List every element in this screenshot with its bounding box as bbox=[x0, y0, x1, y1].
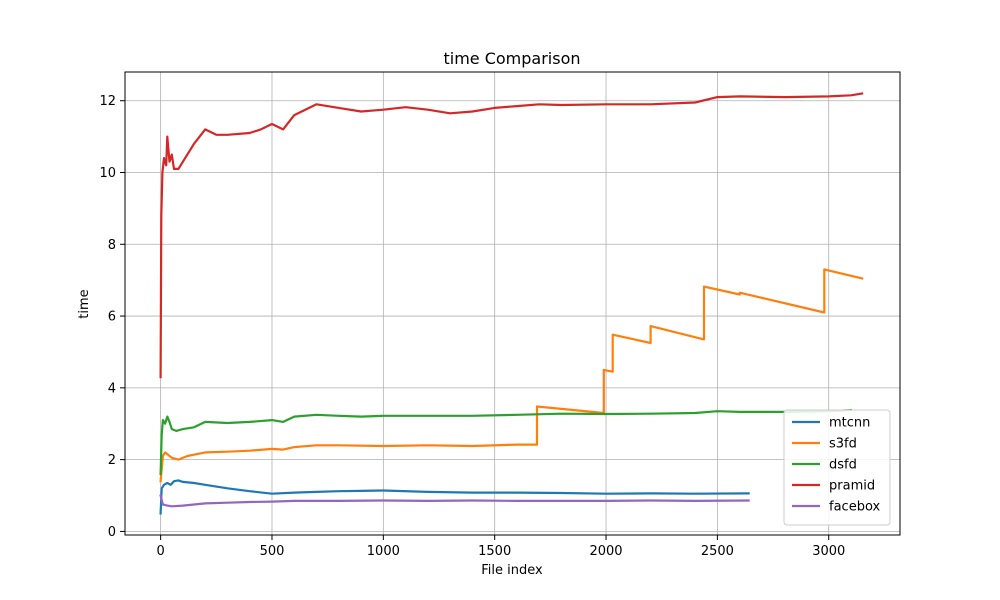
y-axis-title: time bbox=[77, 289, 92, 318]
legend: mtcnn s3fd dsfd pramid facebox bbox=[784, 410, 890, 525]
y-tick-label: 8 bbox=[108, 238, 116, 253]
legend-label-mtcnn: mtcnn bbox=[829, 416, 870, 431]
legend-label-s3fd: s3fd bbox=[829, 437, 857, 452]
x-tick-label: 2500 bbox=[701, 544, 734, 559]
legend-label-dsfd: dsfd bbox=[829, 458, 857, 473]
y-tick-label: 2 bbox=[108, 453, 116, 468]
x-tick-label: 1500 bbox=[478, 544, 511, 559]
x-tick-label: 2000 bbox=[589, 544, 622, 559]
x-axis-title: File index bbox=[481, 563, 543, 578]
legend-label-facebox: facebox bbox=[829, 500, 880, 515]
x-tick-label: 1000 bbox=[367, 544, 400, 559]
x-tick-label: 500 bbox=[260, 544, 285, 559]
y-tick-label: 0 bbox=[108, 525, 116, 540]
y-tick-label: 4 bbox=[108, 381, 116, 396]
x-tick-label: 3000 bbox=[812, 544, 845, 559]
y-tick-label: 6 bbox=[108, 310, 116, 325]
x-tick-label: 0 bbox=[156, 544, 164, 559]
legend-label-pramid: pramid bbox=[829, 479, 875, 494]
y-tick-label: 12 bbox=[99, 94, 116, 109]
chart-title: time Comparison bbox=[443, 49, 580, 68]
y-tick-label: 10 bbox=[99, 166, 116, 181]
